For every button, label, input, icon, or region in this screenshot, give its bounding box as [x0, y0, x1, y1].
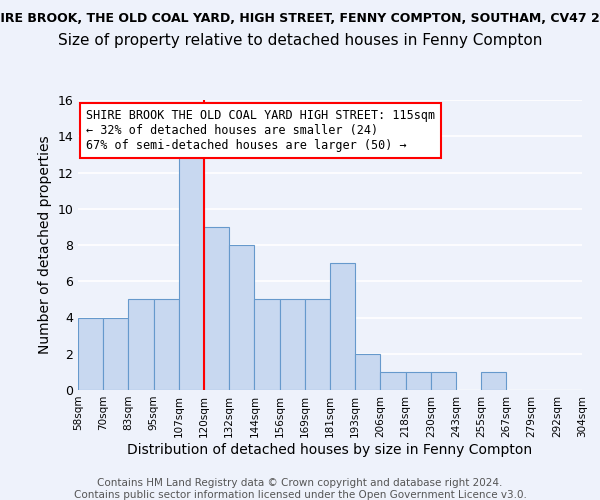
Bar: [128, 300, 154, 390]
Bar: [78, 318, 103, 390]
Text: Size of property relative to detached houses in Fenny Compton: Size of property relative to detached ho…: [58, 32, 542, 48]
Bar: [103, 318, 128, 390]
Text: SHIRE BROOK, THE OLD COAL YARD, HIGH STREET, FENNY COMPTON, SOUTHAM, CV47 2YG: SHIRE BROOK, THE OLD COAL YARD, HIGH STR…: [0, 12, 600, 26]
Bar: [204, 227, 229, 390]
Bar: [254, 300, 280, 390]
Bar: [431, 372, 456, 390]
X-axis label: Distribution of detached houses by size in Fenny Compton: Distribution of detached houses by size …: [127, 442, 533, 456]
Bar: [280, 300, 305, 390]
Bar: [481, 372, 506, 390]
Text: SHIRE BROOK THE OLD COAL YARD HIGH STREET: 115sqm
← 32% of detached houses are s: SHIRE BROOK THE OLD COAL YARD HIGH STREE…: [86, 108, 434, 152]
Text: Contains HM Land Registry data © Crown copyright and database right 2024.: Contains HM Land Registry data © Crown c…: [97, 478, 503, 488]
Bar: [179, 154, 204, 390]
Bar: [406, 372, 431, 390]
Bar: [229, 245, 254, 390]
Bar: [305, 300, 330, 390]
Text: Contains public sector information licensed under the Open Government Licence v3: Contains public sector information licen…: [74, 490, 526, 500]
Bar: [154, 300, 179, 390]
Bar: [355, 354, 380, 390]
Bar: [380, 372, 406, 390]
Y-axis label: Number of detached properties: Number of detached properties: [38, 136, 52, 354]
Bar: [330, 263, 355, 390]
